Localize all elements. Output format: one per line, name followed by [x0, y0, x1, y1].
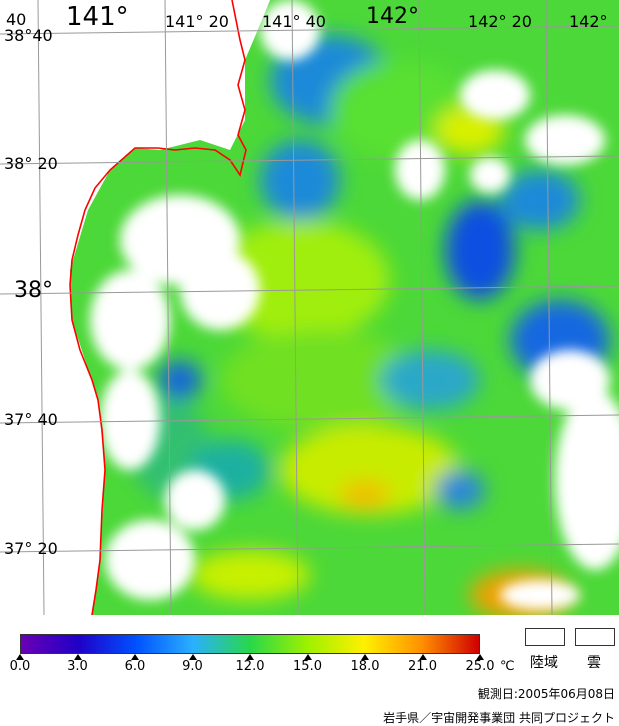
colorbar-tick-mark — [361, 654, 369, 660]
colorbar-tick-label: 15.0 — [293, 659, 322, 674]
lon-label-142: 142° — [366, 4, 419, 29]
cloud-label: 雲 — [587, 655, 601, 671]
colorbar-tick-mark — [73, 654, 82, 660]
lat-label-37-20: 37° 20 — [4, 539, 58, 558]
colorbar-tick-label: 25.0 — [465, 659, 495, 674]
colorbar-tick-mark — [418, 654, 427, 660]
colorbar-tick-mark — [131, 654, 139, 660]
land-label: 陸域 — [530, 655, 558, 671]
sea-surface-temperature-map — [0, 0, 619, 615]
colorbar-tick-mark — [16, 654, 24, 660]
colorbar-tick-label: 9.0 — [182, 659, 203, 674]
lon-label-142-edge: 142° — [569, 12, 608, 31]
colorbar-tick-mark — [246, 654, 254, 660]
sea-temperature-field — [70, 0, 619, 615]
colorbar-tick-label: 18.0 — [350, 659, 380, 674]
lat-label-38-20: 38° 20 — [4, 154, 58, 173]
temperature-unit: ℃ — [500, 659, 515, 674]
colorbar-tick-label: 21.0 — [408, 659, 437, 674]
temperature-colorbar — [20, 634, 480, 654]
colorbar-tick-label: 0.0 — [9, 659, 31, 674]
colorbar-tick-label: 6.0 — [124, 659, 146, 674]
lat-label-38: 38° — [14, 278, 53, 303]
colorbar-tick-mark — [476, 654, 484, 660]
lon-label-141-20: 141° 20 — [165, 12, 229, 31]
project-credit: 岩手県／宇宙開発事業団 共同プロジェクト — [383, 711, 615, 725]
cloud-swatch — [575, 628, 615, 646]
lat-label-38-40: 38°40 — [4, 26, 53, 45]
lon-label-141-40: 141° 40 — [262, 12, 326, 31]
corner-label: 40 — [6, 10, 27, 29]
colorbar-tick-label: 3.0 — [67, 659, 88, 674]
colorbar-tick-label: 12.0 — [235, 659, 265, 674]
lon-label-141: 141° — [66, 2, 129, 32]
lon-label-142-20: 142° 20 — [468, 12, 532, 31]
land-swatch — [525, 628, 565, 646]
graticule — [0, 0, 619, 615]
lat-label-37-40: 37° 40 — [4, 410, 58, 429]
coastline — [69, 0, 247, 615]
colorbar-tick-mark — [303, 654, 312, 660]
colorbar-tick-mark — [188, 654, 197, 660]
observation-date: 観測日:2005年06月08日 — [477, 687, 615, 701]
